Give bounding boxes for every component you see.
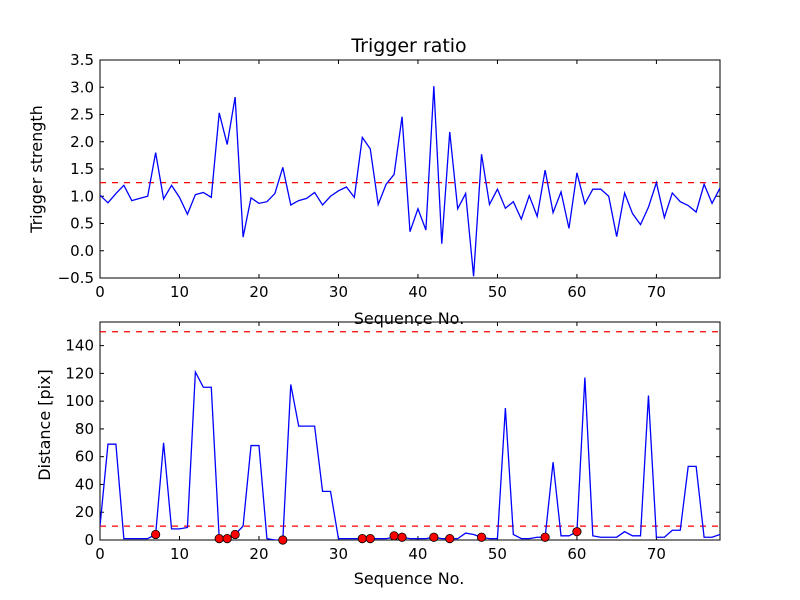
y-tick-label: 40 — [75, 475, 94, 493]
y-tick-label: 2.0 — [70, 133, 94, 151]
data-point-marker — [572, 527, 582, 537]
data-point-marker — [476, 532, 487, 542]
x-tick-label: 30 — [329, 283, 348, 301]
x-tick-label: 50 — [488, 545, 507, 563]
y-tick-label: 100 — [65, 392, 94, 410]
series-line — [100, 86, 720, 277]
y-tick-label: 1.5 — [70, 160, 94, 178]
data-point-marker — [540, 532, 550, 542]
plot-frame — [99, 321, 721, 541]
x-axis-label: Sequence No. — [354, 309, 465, 328]
x-tick-label: 70 — [647, 545, 666, 563]
y-tick-label: 0 — [84, 531, 94, 549]
x-tick-label: 10 — [170, 545, 189, 563]
x-tick-label: 70 — [647, 283, 666, 301]
data-point-marker — [222, 534, 232, 544]
y-tick-label: 80 — [75, 420, 94, 438]
series-line — [100, 369, 720, 540]
data-point-marker — [389, 531, 399, 541]
x-tick-label: 20 — [249, 283, 268, 301]
data-point-marker — [151, 529, 161, 540]
trigger-ratio-chart: Trigger ratio Sequence No. Trigger stren… — [27, 35, 721, 328]
x-tick-label: 60 — [567, 545, 586, 563]
y-tick-label: 1.0 — [70, 187, 94, 205]
data-point-marker — [365, 534, 375, 544]
y-tick-label: 140 — [65, 337, 94, 355]
y-tick-label: 0.5 — [70, 215, 94, 233]
data-point-marker — [429, 532, 439, 542]
data-point-marker — [214, 534, 224, 544]
plot-area — [100, 331, 720, 540]
y-tick-label: 3.0 — [70, 78, 94, 96]
x-tick-label: 50 — [488, 283, 507, 301]
x-tick-label: 0 — [95, 545, 105, 563]
plot-frame — [99, 59, 721, 279]
y-tick-label: 60 — [75, 448, 94, 466]
data-point-marker — [230, 529, 240, 540]
plot-area — [100, 86, 720, 277]
y-tick-label: 0.0 — [70, 242, 94, 260]
y-tick-label: −0.5 — [58, 269, 94, 287]
x-axis-label: Sequence No. — [354, 569, 465, 588]
data-point-marker — [445, 534, 455, 544]
y-tick-label: 2.5 — [70, 106, 94, 124]
x-tick-label: 20 — [249, 545, 268, 563]
x-tick-label: 0 — [95, 283, 105, 301]
data-point-marker — [278, 535, 288, 545]
data-point-marker — [397, 532, 407, 542]
y-axis-label: Distance [pix] — [35, 369, 54, 481]
chart-title: Trigger ratio — [350, 35, 466, 57]
y-tick-label: 120 — [65, 364, 94, 382]
x-tick-label: 10 — [170, 283, 189, 301]
data-point-marker — [357, 534, 367, 544]
distance-chart: Sequence No. Distance [pix] 0 10 20 30 40 50 6… — [35, 321, 721, 588]
y-tick-label: 20 — [75, 503, 94, 521]
y-tick-label: 3.5 — [70, 51, 94, 69]
x-tick-label: 40 — [408, 545, 427, 563]
x-tick-label: 40 — [408, 283, 427, 301]
x-tick-label: 60 — [567, 283, 586, 301]
y-axis-label: Trigger strength — [27, 105, 46, 234]
x-tick-label: 30 — [329, 545, 348, 563]
